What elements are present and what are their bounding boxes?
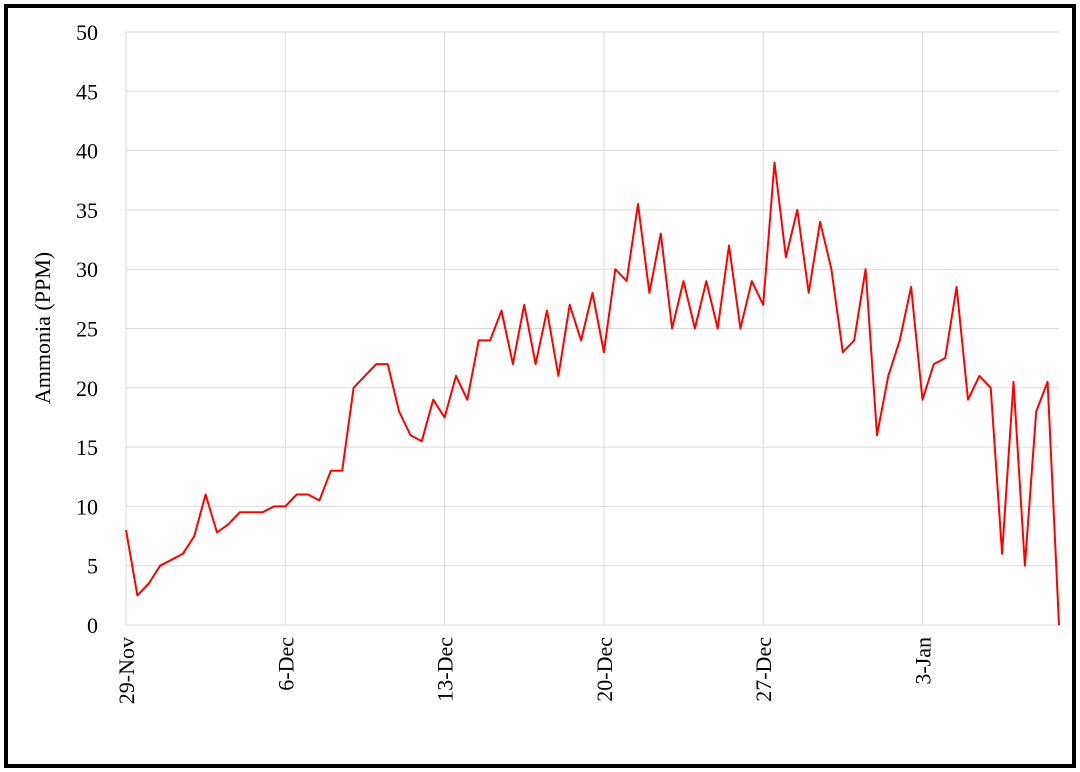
y-axis-label: Ammonia (PPM): [30, 252, 55, 404]
x-tick-label: 3-Jan: [910, 637, 935, 685]
y-tick-label: 35: [76, 198, 98, 223]
data-line: [125, 161, 1060, 626]
x-tick-label: 6-Dec: [273, 637, 298, 691]
y-tick-label: 20: [76, 376, 98, 401]
y-tick-label: 40: [76, 139, 98, 164]
y-tick-label: 15: [76, 435, 98, 460]
frame: [4, 4, 1076, 768]
y-tick-label: 50: [76, 20, 98, 45]
x-tick-label: 27-Dec: [751, 637, 776, 702]
x-tick-label: 29-Nov: [114, 637, 139, 704]
y-tick-label: 45: [76, 79, 98, 104]
y-tick-label: 30: [76, 257, 98, 282]
x-tick-label: 13-Dec: [433, 637, 458, 702]
y-tick-label: 10: [76, 494, 98, 519]
y-tick-label: 25: [76, 317, 98, 342]
y-tick-label: 5: [87, 554, 98, 579]
x-tick-label: 20-Dec: [592, 637, 617, 702]
y-tick-label: 0: [87, 613, 98, 638]
